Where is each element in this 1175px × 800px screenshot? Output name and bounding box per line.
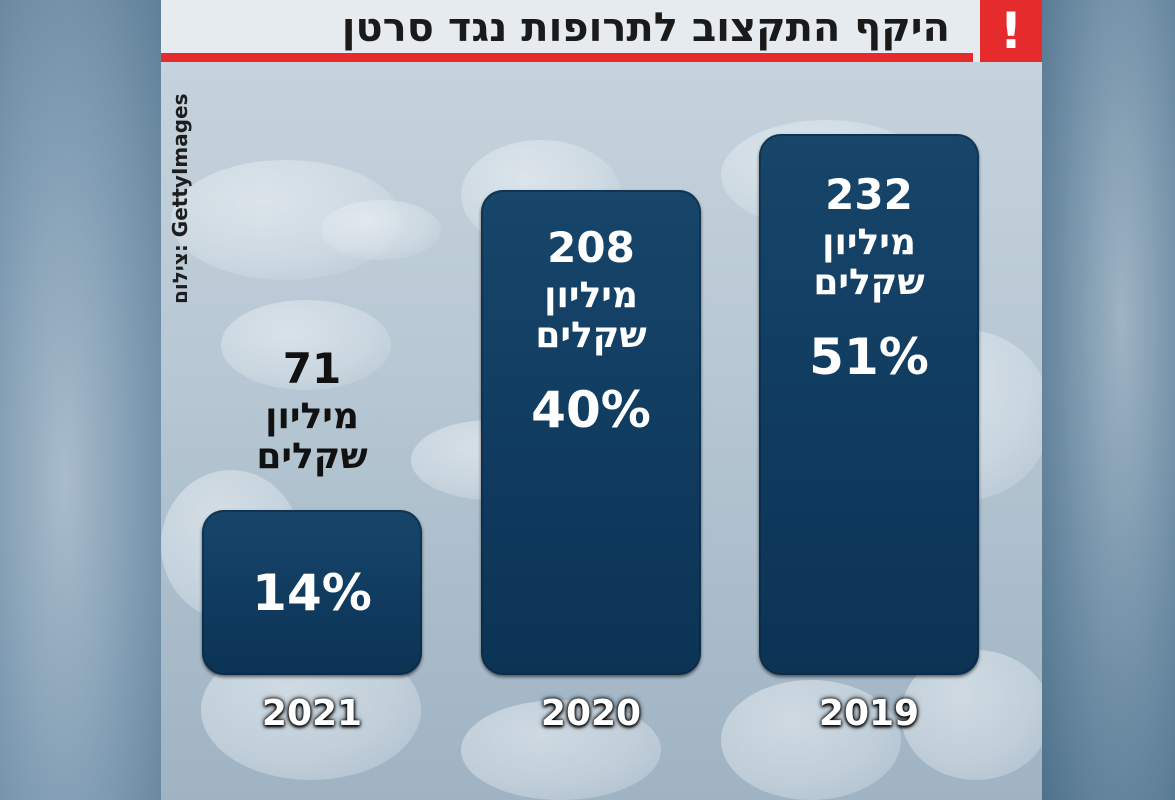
data-label-value: 208 [547,223,635,272]
bar-2019 [759,134,979,675]
pill-decoration [721,680,901,800]
header-underline [161,53,973,62]
x-tick-label: 2021 [261,693,363,734]
x-tick-label: 2020 [540,693,642,734]
infographic-panel: היקף התקצוב לתרופות נגד סרטן ! צילום: Ge… [161,0,1042,800]
bar-2021 [202,510,422,675]
data-label-unit-line2: שקלים [813,262,925,303]
bar-2020 [481,190,701,675]
data-label-unit-line1: מיליון [822,222,916,263]
data-label-unit-line1: מיליון [544,275,638,316]
percent-label: 51% [809,328,929,386]
chart-title: היקף התקצוב לתרופות נגד סרטן [341,5,950,51]
photo-credit: צילום: GettyImages [168,93,192,304]
data-label-unit-line1: מיליון [265,396,359,437]
percent-label: 40% [531,381,651,439]
pill-decoration [221,300,391,390]
x-tick-label: 2019 [818,693,920,734]
alert-box: ! [980,0,1042,62]
data-label-value: 71 [282,344,342,393]
exclamation-icon: ! [999,2,1023,60]
pill-decoration [321,200,441,260]
header-bar: היקף התקצוב לתרופות נגד סרטן ! [161,0,1042,62]
background-left [0,0,161,800]
data-label-value: 232 [825,170,913,219]
pill-decoration [461,700,661,800]
percent-label: 14% [252,564,372,622]
data-label-unit-line2: שקלים [535,315,647,356]
background-right [1042,0,1175,800]
data-label-unit-line2: שקלים [256,436,368,477]
